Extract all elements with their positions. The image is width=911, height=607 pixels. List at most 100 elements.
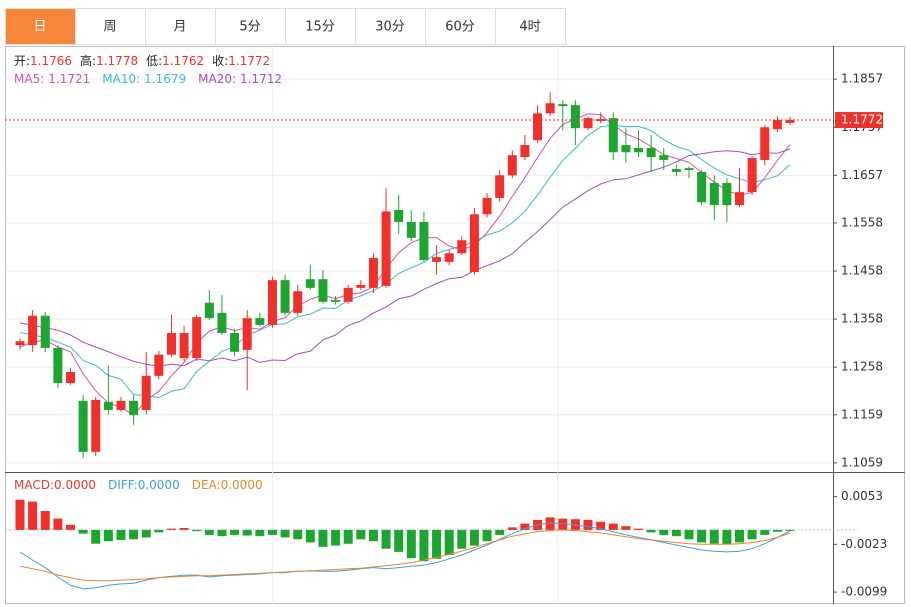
candle-body: [760, 127, 770, 160]
candle-body: [343, 287, 353, 302]
macd-bar: [293, 529, 303, 540]
candle-body: [432, 257, 442, 262]
tab[interactable]: [285, 8, 356, 45]
ohlc-value: 1.1766: [30, 54, 72, 68]
ohlc-label: 高:: [80, 53, 96, 68]
main-chart: 1.1059 1.1159 1.1258 1.1358 1.1458 1.1558 1.16…: [5, 53, 883, 469]
ohlc-label: 收:: [212, 54, 228, 68]
macd-bar: [141, 529, 151, 538]
macd-bar: [204, 529, 214, 535]
macd-bar: [596, 521, 606, 530]
candle-body: [457, 240, 467, 254]
macd-bar: [495, 529, 505, 535]
candle-body: [78, 400, 88, 452]
candle-body: [116, 400, 126, 410]
candle-body: [697, 171, 707, 203]
tab-label[interactable]: 60分: [445, 20, 475, 35]
y-tick-label: 0.0053: [841, 489, 883, 503]
indicator-label: MACD:: [14, 478, 54, 492]
macd-bar: [192, 529, 202, 532]
y-tick-label: -0.0099: [841, 585, 887, 599]
macd-bar: [53, 518, 63, 530]
macd-bar: [432, 529, 442, 559]
indicator-value: 0.0000: [138, 478, 180, 492]
candle-body: [129, 400, 139, 415]
macd-bar: [129, 529, 139, 540]
y-tick-label: 1.1657: [841, 168, 883, 182]
tab-label[interactable]: 4时: [519, 20, 540, 35]
macd-bar: [709, 529, 719, 544]
macd-line: [19, 529, 791, 582]
candle-body: [242, 318, 252, 350]
macd-bar: [735, 529, 745, 543]
candle-body: [495, 175, 505, 198]
macd-bar: [267, 529, 277, 535]
tab[interactable]: [495, 8, 566, 45]
indicator-label: DEA:: [192, 478, 221, 492]
macd-bar: [722, 529, 732, 545]
macd-bar: [217, 529, 227, 537]
macd-bar: [179, 528, 189, 530]
macd-bar: [482, 529, 492, 542]
candle-body: [709, 183, 719, 206]
y-tick-label: 1.1258: [841, 360, 883, 374]
candle-body: [406, 221, 416, 238]
tab[interactable]: [5, 8, 76, 45]
candle-body: [735, 192, 745, 206]
candle-body: [204, 302, 214, 319]
macd-bar: [103, 529, 113, 542]
macd-bar: [507, 527, 517, 530]
macd-bar: [78, 529, 88, 534]
candle-body: [40, 315, 50, 348]
macd-bar: [659, 529, 669, 535]
candle-body: [65, 371, 75, 384]
candle-body: [15, 341, 25, 346]
tab-label[interactable]: 30分: [375, 20, 405, 35]
macd-bar: [406, 529, 416, 559]
tab-label[interactable]: 15分: [305, 20, 335, 35]
macd-bar: [318, 529, 328, 547]
y-tick-label: -0.0023: [841, 537, 887, 551]
macd-bar: [634, 528, 644, 530]
candle-body: [381, 211, 391, 286]
macd-bar: [608, 523, 618, 530]
candle-body: [785, 120, 795, 123]
candle-body: [331, 299, 341, 302]
candle-body: [103, 401, 113, 410]
legend-name: MA10:: [102, 72, 140, 86]
macd-bar: [545, 517, 555, 530]
candle-body: [267, 280, 277, 325]
tab-label[interactable]: 周: [103, 20, 116, 35]
ohlc-value: 1.1772: [228, 54, 270, 68]
candle-body: [179, 333, 189, 359]
candle-body: [166, 333, 176, 355]
candle-body: [747, 158, 757, 193]
y-tick-label: 1.1458: [841, 264, 883, 278]
ohlc-value: 1.1762: [162, 54, 204, 68]
tab-label[interactable]: 月: [173, 20, 186, 35]
candle-body: [230, 333, 240, 352]
macd-bar: [116, 529, 126, 540]
macd-bar: [166, 528, 176, 530]
candle-body: [444, 253, 454, 262]
macd-bar: [255, 529, 265, 537]
tab-label[interactable]: 5分: [239, 20, 260, 35]
candle-body: [608, 118, 618, 153]
tab[interactable]: [75, 8, 146, 45]
macd-bar: [381, 529, 391, 549]
macd-legend: MACD:0.0000 DIFF:0.0000 DEA:0.0000: [14, 478, 263, 492]
macd-bar: [558, 518, 568, 530]
macd-bar: [684, 529, 694, 540]
candle-body: [28, 315, 38, 346]
candle-body: [192, 317, 202, 359]
macd-bar: [280, 529, 290, 538]
candle-body: [596, 119, 606, 122]
macd-bar: [305, 529, 315, 543]
ohlc-label: 开:: [14, 54, 30, 68]
macd-bar: [343, 529, 353, 544]
indicator-label: DIFF:: [108, 478, 138, 492]
candle-body: [368, 258, 378, 288]
tab-label[interactable]: 日: [33, 20, 46, 35]
